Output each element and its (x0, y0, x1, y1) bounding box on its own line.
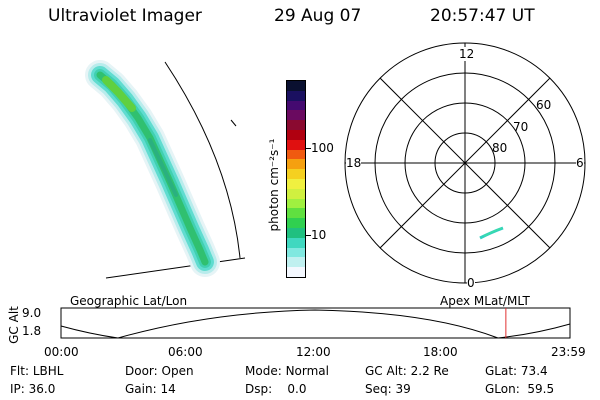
meta-dsp: Dsp: 0.0 (245, 382, 307, 396)
right-caption: Apex MLat/MLT (440, 294, 530, 308)
image-bottom-edge (105, 257, 246, 279)
lat-label-60: 60 (536, 98, 552, 112)
earth-limb-arc (164, 61, 241, 259)
colorbar-band (287, 90, 305, 102)
colorbar-band (287, 188, 305, 200)
meta-glon: GLon: 59.5 (485, 382, 555, 396)
time-tick-0600: 06:00 (168, 345, 203, 359)
colorbar-band (287, 198, 305, 209)
meta-mode: Mode: Normal (245, 364, 329, 378)
time-tick-0000: 00:00 (44, 345, 79, 359)
colorbar-band (287, 228, 305, 239)
meta-seq: Seq: 39 (365, 382, 411, 396)
meta-gain: Gain: 14 (125, 382, 176, 396)
colorbar-tick-100: 100 (311, 141, 334, 155)
observation-time: 20:57:47 UT (430, 6, 535, 26)
meta-filter: Flt: LBHL (10, 364, 64, 378)
colorbar-band (287, 247, 305, 258)
colorbar-band (287, 218, 305, 229)
colorbar-band (287, 237, 305, 249)
colorbar-band (287, 100, 305, 111)
earth-limb-tick (230, 119, 237, 127)
altitude-tick-high: 9.0 (22, 306, 42, 320)
altitude-plot-frame (60, 307, 571, 339)
colorbar-band (287, 130, 305, 141)
colorbar-band (287, 81, 305, 92)
lat-label-70: 70 (513, 120, 529, 134)
colorbar (286, 80, 306, 278)
meta-gc-alt: GC Alt: 2.2 Re (365, 364, 449, 378)
polar-diagonal (379, 77, 551, 249)
mlt-label-bottom: 0 (467, 276, 475, 290)
colorbar-band (287, 257, 305, 268)
polar-aurora-spot (479, 226, 504, 240)
colorbar-band (287, 267, 305, 277)
time-tick-1800: 18:00 (423, 345, 458, 359)
left-caption: Geographic Lat/Lon (70, 294, 188, 308)
aurora-core-patch (148, 138, 178, 197)
colorbar-band (287, 208, 305, 219)
meta-door: Door: Open (125, 364, 194, 378)
meta-ip: IP: 36.0 (10, 382, 56, 396)
time-tick-1200: 12:00 (296, 345, 331, 359)
colorbar-band (287, 159, 305, 170)
colorbar-band (287, 120, 305, 131)
mlt-label-left: 18 (346, 156, 362, 170)
lat-label-80: 80 (492, 141, 508, 155)
colorbar-band (287, 139, 305, 151)
altitude-tick-low: 1.8 (22, 324, 42, 338)
aurora-bright-patch (102, 76, 136, 112)
altitude-curve (60, 309, 571, 339)
colorbar-band (287, 169, 305, 180)
time-tick-2359: 23:59 (551, 345, 586, 359)
instrument-title: Ultraviolet Imager (48, 6, 202, 26)
colorbar-tick-10: 10 (311, 228, 327, 242)
aurora-band (85, 60, 220, 277)
mlt-label-right: 6 (576, 156, 584, 170)
mlt-label-top: 12 (459, 47, 475, 61)
colorbar-tick-mark (306, 148, 311, 149)
meta-glat: GLat: 73.4 (485, 364, 548, 378)
colorbar-band (287, 179, 305, 190)
colorbar-band (287, 110, 305, 121)
colorbar-band (287, 149, 305, 160)
observation-date: 29 Aug 07 (274, 6, 362, 26)
colorbar-tick-mark (306, 235, 311, 236)
